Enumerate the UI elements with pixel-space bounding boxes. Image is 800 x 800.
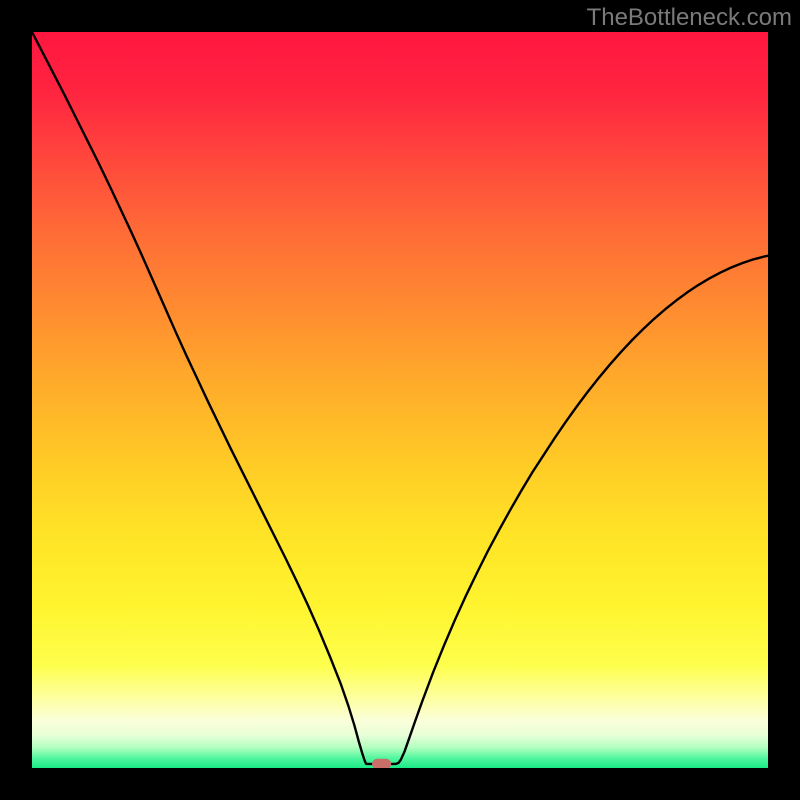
watermark-text: TheBottleneck.com	[587, 4, 792, 32]
chart-background	[32, 32, 768, 768]
bottleneck-chart	[32, 32, 768, 768]
chart-svg	[32, 32, 768, 768]
optimum-marker	[372, 759, 391, 768]
